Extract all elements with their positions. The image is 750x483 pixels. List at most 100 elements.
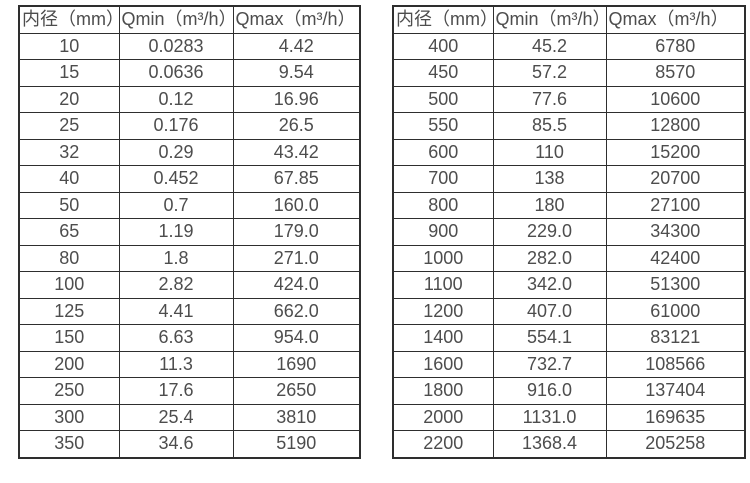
cell-qmin: 45.2 — [492, 32, 607, 60]
table-row: 25 0.176 26.5 — [18, 112, 361, 140]
cell-diameter: 100 — [18, 271, 120, 299]
table-row: 600 110 15200 — [392, 138, 746, 166]
cell-qmin: 1131.0 — [492, 403, 607, 431]
cell-qmin: 11.3 — [118, 350, 234, 378]
cell-diameter: 700 — [392, 165, 494, 193]
cell-diameter: 550 — [392, 112, 494, 140]
cell-diameter: 1200 — [392, 297, 494, 325]
table-row: 1600 732.7 108566 — [392, 350, 746, 378]
cell-qmin: 0.7 — [118, 191, 234, 219]
table-row: 15 0.0636 9.54 — [18, 59, 361, 87]
table-row: 65 1.19 179.0 — [18, 218, 361, 246]
table-row: 300 25.4 3810 — [18, 403, 361, 431]
cell-qmax: 20700 — [605, 165, 746, 193]
table-body: 400 45.2 6780 450 57.2 8570 500 77.6 10600 550 85.… — [392, 32, 746, 458]
table-row: 500 77.6 10600 — [392, 85, 746, 113]
cell-qmin: 6.63 — [118, 324, 234, 352]
cell-qmax: 271.0 — [232, 244, 361, 272]
cell-qmin: 0.0636 — [118, 59, 234, 87]
cell-qmin: 0.12 — [118, 85, 234, 113]
cell-qmax: 67.85 — [232, 165, 361, 193]
cell-qmax: 9.54 — [232, 59, 361, 87]
cell-qmin: 0.29 — [118, 138, 234, 166]
cell-qmax: 34300 — [605, 218, 746, 246]
cell-qmax: 83121 — [605, 324, 746, 352]
header-row: 内径（mm） Qmin（m³/h） Qmax（m³/h） — [392, 5, 746, 34]
cell-diameter: 80 — [18, 244, 120, 272]
cell-qmax: 51300 — [605, 271, 746, 299]
header-row: 内径（mm） Qmin（m³/h） Qmax（m³/h） — [18, 5, 361, 34]
cell-diameter: 40 — [18, 165, 120, 193]
cell-qmin: 282.0 — [492, 244, 607, 272]
cell-qmin: 0.452 — [118, 165, 234, 193]
table-row: 900 229.0 34300 — [392, 218, 746, 246]
cell-qmin: 0.176 — [118, 112, 234, 140]
table-row: 550 85.5 12800 — [392, 112, 746, 140]
table-row: 10 0.0283 4.42 — [18, 32, 361, 60]
cell-qmin: 1.19 — [118, 218, 234, 246]
cell-qmax: 2650 — [232, 377, 361, 405]
table-row: 32 0.29 43.42 — [18, 138, 361, 166]
table-row: 40 0.452 67.85 — [18, 165, 361, 193]
cell-qmin: 180 — [492, 191, 607, 219]
cell-diameter: 15 — [18, 59, 120, 87]
table-row: 1200 407.0 61000 — [392, 297, 746, 325]
cell-qmax: 108566 — [605, 350, 746, 378]
cell-qmin: 916.0 — [492, 377, 607, 405]
cell-qmax: 10600 — [605, 85, 746, 113]
cell-diameter: 1100 — [392, 271, 494, 299]
cell-qmax: 12800 — [605, 112, 746, 140]
table-row: 2200 1368.4 205258 — [392, 430, 746, 458]
flow-spec-table-small-diameters: 内径（mm） Qmin（m³/h） Qmax（m³/h） 10 0.0283 4.4… — [18, 5, 361, 459]
table-row: 800 180 27100 — [392, 191, 746, 219]
cell-qmax: 179.0 — [232, 218, 361, 246]
col-header-qmin: Qmin（m³/h） — [118, 5, 234, 34]
col-header-diameter: 内径（mm） — [392, 5, 494, 34]
cell-diameter: 65 — [18, 218, 120, 246]
cell-qmin: 85.5 — [492, 112, 607, 140]
cell-qmin: 25.4 — [118, 403, 234, 431]
table-row: 1800 916.0 137404 — [392, 377, 746, 405]
cell-diameter: 150 — [18, 324, 120, 352]
cell-diameter: 200 — [18, 350, 120, 378]
cell-diameter: 32 — [18, 138, 120, 166]
cell-qmin: 732.7 — [492, 350, 607, 378]
cell-qmax: 169635 — [605, 403, 746, 431]
cell-qmin: 0.0283 — [118, 32, 234, 60]
cell-qmin: 110 — [492, 138, 607, 166]
cell-qmax: 4.42 — [232, 32, 361, 60]
cell-qmin: 4.41 — [118, 297, 234, 325]
cell-qmax: 27100 — [605, 191, 746, 219]
table-row: 150 6.63 954.0 — [18, 324, 361, 352]
cell-qmax: 8570 — [605, 59, 746, 87]
cell-qmin: 57.2 — [492, 59, 607, 87]
cell-diameter: 1000 — [392, 244, 494, 272]
table-row: 1100 342.0 51300 — [392, 271, 746, 299]
cell-qmin: 77.6 — [492, 85, 607, 113]
table-row: 250 17.6 2650 — [18, 377, 361, 405]
cell-diameter: 25 — [18, 112, 120, 140]
cell-qmax: 662.0 — [232, 297, 361, 325]
cell-qmax: 5190 — [232, 430, 361, 458]
cell-diameter: 20 — [18, 85, 120, 113]
cell-diameter: 400 — [392, 32, 494, 60]
table-row: 700 138 20700 — [392, 165, 746, 193]
cell-qmax: 137404 — [605, 377, 746, 405]
col-header-qmax: Qmax（m³/h） — [232, 5, 361, 34]
cell-diameter: 1600 — [392, 350, 494, 378]
cell-qmin: 407.0 — [492, 297, 607, 325]
table-row: 125 4.41 662.0 — [18, 297, 361, 325]
cell-qmax: 26.5 — [232, 112, 361, 140]
cell-qmin: 1.8 — [118, 244, 234, 272]
cell-qmax: 15200 — [605, 138, 746, 166]
cell-diameter: 800 — [392, 191, 494, 219]
cell-diameter: 600 — [392, 138, 494, 166]
table-row: 100 2.82 424.0 — [18, 271, 361, 299]
cell-diameter: 450 — [392, 59, 494, 87]
cell-qmax: 61000 — [605, 297, 746, 325]
cell-qmax: 160.0 — [232, 191, 361, 219]
cell-qmax: 16.96 — [232, 85, 361, 113]
cell-diameter: 2200 — [392, 430, 494, 458]
col-header-diameter: 内径（mm） — [18, 5, 120, 34]
cell-qmax: 6780 — [605, 32, 746, 60]
